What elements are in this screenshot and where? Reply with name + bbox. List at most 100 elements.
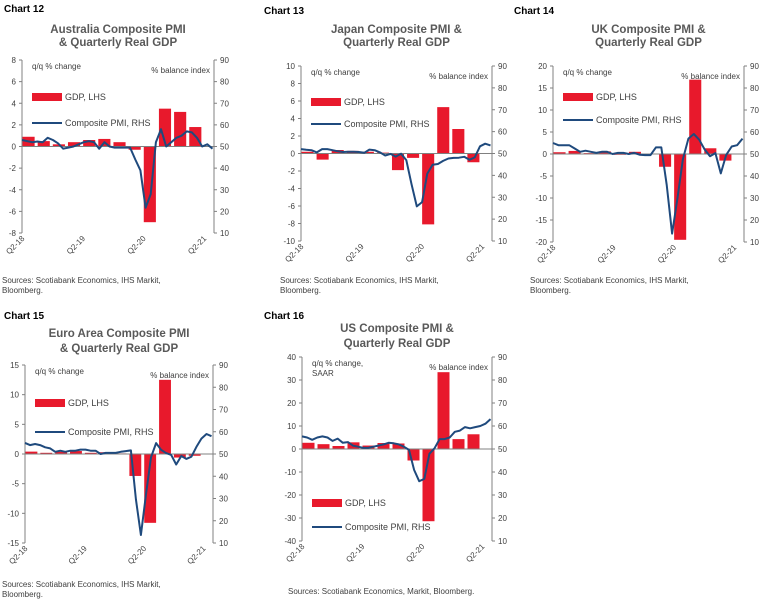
left-tick-label: -8	[288, 220, 296, 229]
legend-pmi-label: Composite PMI, RHS	[596, 115, 682, 125]
x-tick-label: Q2-20	[126, 234, 148, 256]
chart-title: Quarterly Real GDP	[343, 37, 450, 49]
sources-note: Sources: Scotiabank Economics, IHS Marki…	[530, 276, 689, 285]
gdp-bar	[83, 140, 96, 147]
right-axis-label: % balance index	[429, 72, 488, 81]
gdp-bar	[704, 148, 717, 154]
legend-gdp-swatch	[32, 93, 62, 101]
chart-title: & Quarterly Real GDP	[59, 37, 178, 49]
gdp-bar	[316, 153, 329, 160]
legend-gdp-label: GDP, LHS	[68, 398, 109, 408]
gdp-bar	[392, 443, 405, 449]
left-tick-label: 4	[12, 99, 17, 108]
chart-4: Chart 15 Euro Area Composite PMI & Quarter…	[2, 311, 228, 599]
legend-gdp-label: GDP, LHS	[344, 97, 385, 107]
gdp-bar	[317, 444, 330, 449]
left-tick-label: -40	[284, 537, 296, 546]
right-tick-label: 50	[498, 445, 507, 454]
gdp-bar	[55, 451, 68, 454]
left-axis-label: q/q % change,	[312, 359, 363, 368]
chart-3: Chart 14 UK Composite PMI &Quarterly Real…	[514, 6, 759, 295]
left-tick-label: -20	[535, 238, 547, 247]
right-axis-label: % balance index	[151, 66, 210, 75]
right-tick-label: 60	[498, 422, 507, 431]
left-tick-label: -30	[284, 514, 296, 523]
right-tick-label: 40	[219, 472, 228, 481]
chart-number: Chart 12	[4, 4, 44, 15]
right-tick-label: 80	[219, 383, 228, 392]
gdp-bar	[159, 379, 171, 454]
gdp-bar	[437, 372, 450, 449]
left-tick-label: 15	[10, 361, 19, 370]
right-tick-label: 20	[219, 517, 228, 526]
x-tick-label: Q2-20	[404, 542, 426, 564]
chart-title: UK Composite PMI &	[591, 24, 705, 36]
x-tick-label: Q2-21	[464, 542, 486, 564]
sources-note: Sources: Scotiabank Economics, IHS Marki…	[280, 276, 439, 285]
right-tick-label: 80	[750, 84, 759, 93]
left-tick-label: 8	[291, 80, 296, 89]
right-tick-label: 30	[219, 495, 228, 504]
x-tick-label: Q2-21	[185, 544, 207, 566]
right-tick-label: 60	[750, 128, 759, 137]
chart-title: Quarterly Real GDP	[595, 37, 702, 49]
right-tick-label: 70	[498, 106, 507, 115]
left-tick-label: 10	[286, 62, 295, 71]
x-tick-label: Q2-19	[67, 544, 89, 566]
right-tick-label: 90	[219, 361, 228, 370]
gdp-bar	[302, 442, 315, 449]
x-tick-label: Q2-21	[464, 242, 486, 264]
sources-note: Bloomberg.	[280, 286, 321, 295]
chart-1: Chart 12 Australia Composite PMI& Quarter…	[2, 4, 229, 295]
left-tick-label: 0	[543, 150, 548, 159]
gdp-bar	[553, 152, 566, 154]
right-tick-label: 40	[498, 171, 507, 180]
right-tick-label: 10	[750, 238, 759, 247]
gdp-bar	[84, 452, 97, 454]
legend-gdp-label: GDP, LHS	[345, 498, 386, 508]
x-tick-label: Q2-21	[186, 234, 208, 256]
gdp-bar	[361, 151, 374, 154]
gdp-bar	[25, 451, 38, 454]
gdp-bar	[128, 146, 141, 150]
right-tick-label: 90	[498, 62, 507, 71]
legend-pmi-label: Composite PMI, RHS	[65, 118, 151, 128]
gdp-bar	[129, 454, 142, 476]
gdp-bar	[407, 153, 420, 158]
left-tick-label: 30	[287, 376, 296, 385]
right-tick-label: 80	[220, 78, 229, 87]
right-tick-label: 40	[750, 172, 759, 181]
right-axis-label: % balance index	[429, 363, 488, 372]
right-tick-label: 90	[498, 353, 507, 362]
right-tick-label: 50	[220, 143, 229, 152]
x-tick-label: Q2-21	[716, 243, 738, 265]
legend-gdp-label: GDP, LHS	[65, 92, 106, 102]
right-tick-label: 20	[498, 514, 507, 523]
left-tick-label: -6	[9, 207, 17, 216]
chart-title: US Composite PMI &	[340, 323, 454, 335]
chart-number: Chart 15	[4, 311, 44, 322]
left-axis-label: SAAR	[312, 369, 334, 378]
chart-number: Chart 16	[264, 311, 304, 322]
gdp-bar	[332, 446, 345, 449]
right-tick-label: 60	[219, 428, 228, 437]
legend-gdp-swatch	[312, 499, 342, 507]
right-tick-label: 70	[219, 406, 228, 415]
right-tick-label: 20	[750, 216, 759, 225]
right-tick-label: 30	[498, 193, 507, 202]
left-tick-label: 40	[287, 353, 296, 362]
chart-title: Japan Composite PMI &	[331, 24, 462, 36]
gdp-bar	[674, 154, 687, 240]
legend-gdp-label: GDP, LHS	[596, 92, 637, 102]
right-tick-label: 40	[220, 164, 229, 173]
right-tick-label: 10	[498, 237, 507, 246]
gdp-bar	[67, 142, 81, 147]
right-tick-label: 30	[750, 194, 759, 203]
left-tick-label: 5	[543, 128, 548, 137]
left-axis-label: q/q % change	[32, 62, 81, 71]
chart-title: Euro Area Composite PMI	[49, 328, 190, 340]
pmi-line	[300, 142, 491, 208]
chart-title: Australia Composite PMI	[50, 24, 185, 36]
right-tick-label: 50	[219, 450, 228, 459]
x-tick-label: Q2-20	[656, 243, 678, 265]
